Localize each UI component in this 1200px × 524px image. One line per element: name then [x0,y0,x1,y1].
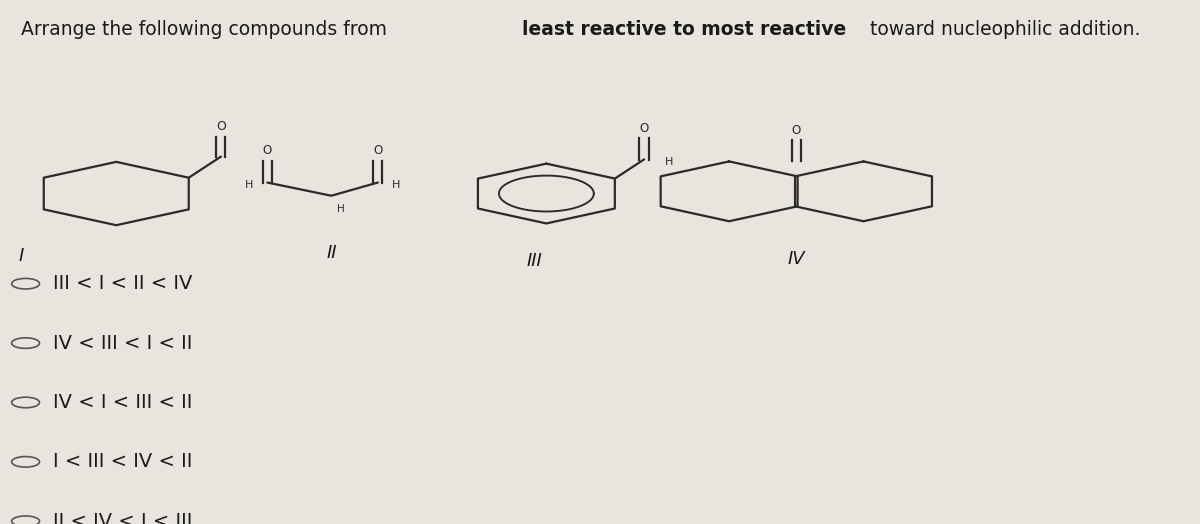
Text: I: I [18,247,24,265]
Text: O: O [373,144,383,157]
Text: III < I < II < IV: III < I < II < IV [54,274,193,293]
Text: II: II [326,244,336,262]
Text: O: O [263,144,272,157]
Text: H: H [391,180,400,190]
Text: least reactive to most reactive: least reactive to most reactive [522,20,846,39]
Text: O: O [216,119,226,133]
Text: II < IV < I < III: II < IV < I < III [54,512,193,524]
Text: IV < I < III < II: IV < I < III < II [54,393,193,412]
Text: toward nucleophilic addition.: toward nucleophilic addition. [864,20,1140,39]
Text: H: H [337,204,344,214]
Text: O: O [640,122,648,135]
Text: III: III [527,252,542,270]
Text: I < III < IV < II: I < III < IV < II [54,452,193,472]
Text: H: H [665,157,673,167]
Text: O: O [792,124,800,137]
Text: IV: IV [787,250,805,268]
Text: H: H [245,180,253,190]
Text: Arrange the following compounds from: Arrange the following compounds from [20,20,392,39]
Text: IV < III < I < II: IV < III < I < II [54,334,193,353]
